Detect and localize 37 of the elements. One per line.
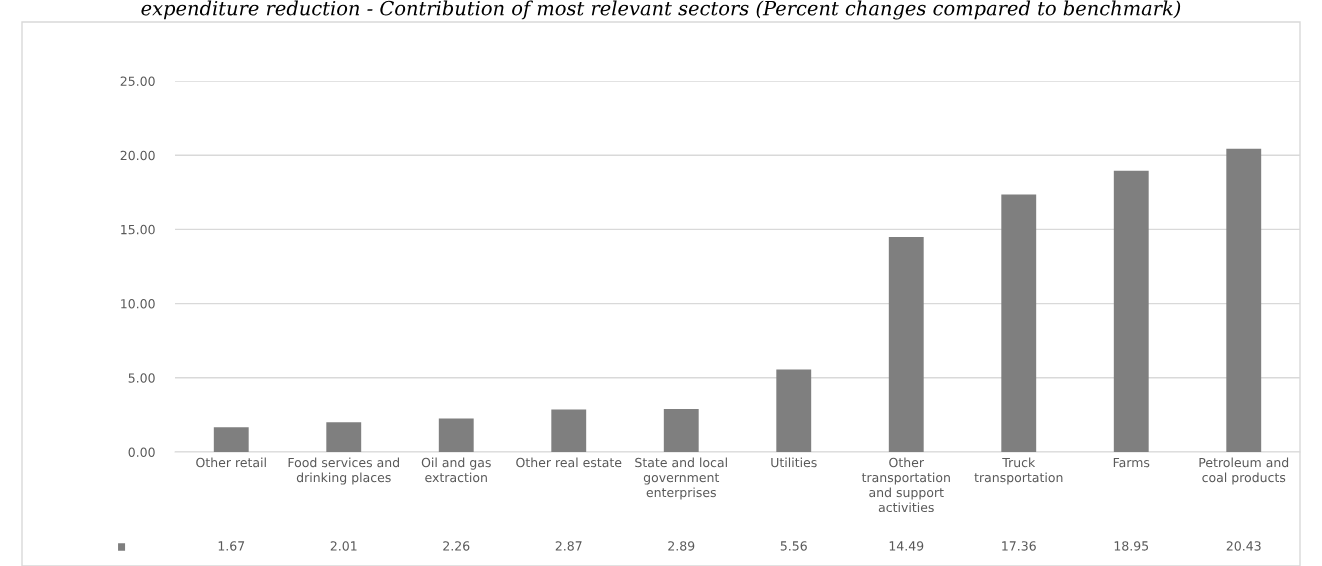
x-tick-label: Other transportation and support activities <box>861 457 950 513</box>
x-tick-label: Truck transportation <box>974 457 1063 485</box>
data-label: 20.43 <box>1226 541 1261 551</box>
bar <box>438 418 474 452</box>
y-tick-label: 20.00 <box>120 150 155 161</box>
x-tick-label: Farms <box>1113 457 1150 468</box>
bar <box>663 409 699 452</box>
bar <box>888 236 924 452</box>
data-label: 2.89 <box>668 541 695 551</box>
chart-title: expenditure reduction - Contribution of most relevant sectors (Percent changes compared to benchmark) <box>141 0 1181 20</box>
x-tick-label: Petroleum and coal products <box>1199 457 1289 485</box>
data-label: 18.95 <box>1114 541 1149 551</box>
x-tick-label: Oil and gas extraction <box>421 457 491 483</box>
data-label: 17.36 <box>1002 541 1036 551</box>
data-label: 2.87 <box>555 541 582 551</box>
y-tick-label: 10.00 <box>121 299 155 309</box>
bar <box>1113 170 1149 452</box>
y-tick-label: 25.00 <box>120 76 155 86</box>
data-label: 1.67 <box>218 541 245 551</box>
x-tick-label: Other real estate <box>516 457 622 468</box>
x-tick-label: Other retail <box>196 457 266 468</box>
data-label: 14.49 <box>889 541 924 551</box>
bar <box>213 427 249 452</box>
data-label: 2.26 <box>443 541 470 551</box>
bar <box>776 369 812 452</box>
data-label: 2.01 <box>330 541 357 551</box>
x-tick-label: Food services and drinking places <box>288 457 399 485</box>
x-tick-label: Utilities <box>771 457 817 468</box>
y-tick-label: 15.00 <box>121 224 155 235</box>
data-label: 5.56 <box>780 541 807 551</box>
bar <box>326 422 362 452</box>
y-tick-label: 5.00 <box>128 373 155 383</box>
y-tick-label: 0.00 <box>128 447 155 457</box>
x-tick-label: State and local government enterprises <box>635 457 727 500</box>
bar <box>1226 148 1262 452</box>
bar <box>551 409 587 452</box>
bar <box>1001 194 1037 452</box>
